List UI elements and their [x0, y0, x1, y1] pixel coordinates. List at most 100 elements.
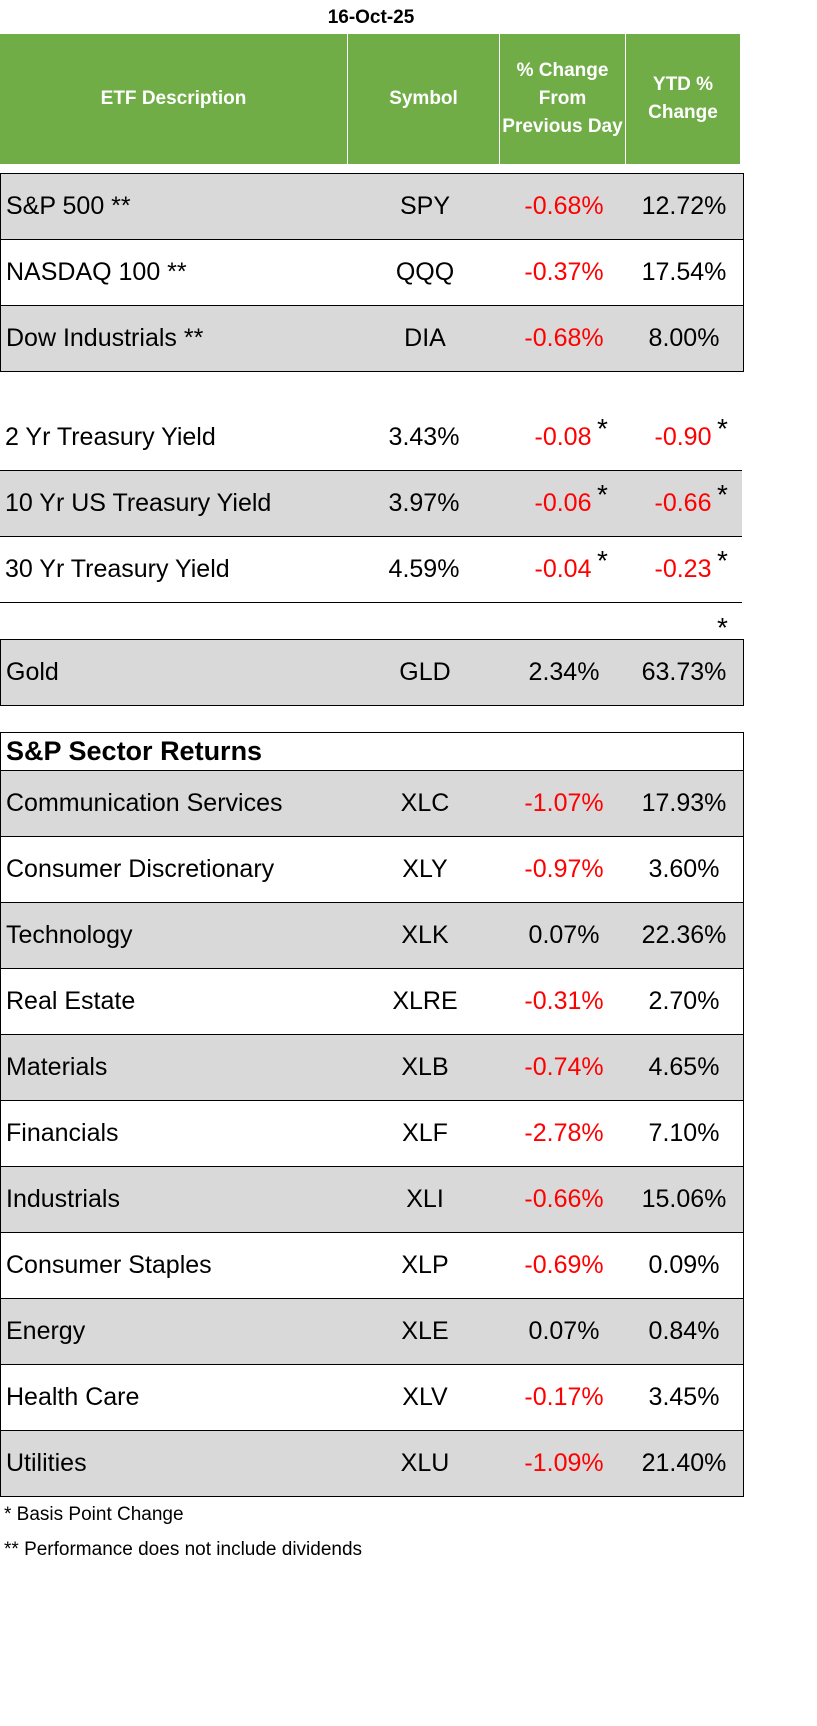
row-change: -0.74% [524, 1053, 604, 1081]
row-change-value: -0.08 [534, 423, 592, 451]
basis-point-marker: * [717, 413, 728, 444]
row-ytd: 0.09% [648, 1251, 720, 1279]
row-ytd: 0.84% [648, 1317, 720, 1345]
row-change: 0.07% [528, 1317, 600, 1345]
row-change: -0.04 * [500, 537, 626, 602]
row-ytd: 8.00% [648, 324, 720, 352]
row-ytd-value: -0.90 [654, 423, 712, 451]
table-row: Gold GLD 2.34% 63.73% [1, 640, 743, 706]
sector-table: S&P Sector Returns Communication Service… [0, 732, 744, 1497]
row-change: -0.68% [524, 192, 604, 220]
row-symbol: XLI [406, 1185, 444, 1213]
row-change: -0.08 * [500, 405, 626, 470]
header-ytd-change: YTD % Change [626, 34, 740, 164]
table-row: Consumer Staples XLP -0.69% 0.09% [1, 1233, 743, 1299]
row-change: -1.09% [524, 1449, 604, 1477]
header-pct-change: % Change From Previous Day [500, 34, 626, 164]
row-ytd: -0.90 * [626, 405, 740, 470]
row-ytd: 63.73% [641, 658, 727, 686]
basis-point-marker: * [597, 413, 608, 444]
table-row: 2 Yr Treasury Yield 3.43% -0.08 * -0.90 * [0, 405, 742, 471]
row-change: -0.37% [524, 258, 604, 286]
row-symbol: XLY [402, 855, 448, 883]
row-description: Dow Industrials ** [6, 324, 204, 352]
header-pct-change-line3: Previous Day [502, 116, 623, 137]
table-row: Consumer Discretionary XLY -0.97% 3.60% [1, 837, 743, 903]
row-change: -0.97% [524, 855, 604, 883]
table-row: Communication Services XLC -1.07% 17.93% [1, 771, 743, 837]
row-description: 2 Yr Treasury Yield [5, 423, 216, 451]
row-description: Consumer Discretionary [6, 855, 275, 883]
row-ytd: 7.10% [648, 1119, 720, 1147]
row-change: -0.69% [524, 1251, 604, 1279]
row-change: -2.78% [524, 1119, 604, 1147]
row-description: Utilities [6, 1449, 87, 1477]
row-symbol: XLB [401, 1053, 449, 1081]
row-ytd: -0.66 * [626, 471, 740, 536]
row-description: Consumer Staples [6, 1251, 212, 1279]
basis-point-marker: * [597, 479, 608, 510]
sector-title: S&P Sector Returns [6, 736, 263, 766]
table-row: Financials XLF -2.78% 7.10% [1, 1101, 743, 1167]
row-description: Communication Services [6, 789, 283, 817]
row-ytd-value: -0.66 [654, 489, 712, 517]
row-ytd: -0.23 * [626, 537, 740, 602]
row-description: NASDAQ 100 ** [6, 258, 187, 286]
footnote-basis-point: * Basis Point Change [4, 1504, 184, 1525]
section-title: S&P Sector Returns [1, 733, 743, 771]
footnote-dividends: ** Performance does not include dividend… [4, 1539, 363, 1560]
row-ytd: 3.60% [648, 855, 720, 883]
row-symbol: 3.97% [388, 489, 460, 517]
basis-point-marker: * [597, 545, 608, 576]
row-change: -1.07% [524, 789, 604, 817]
report-date: 16-Oct-25 [327, 7, 415, 28]
table-row: Energy XLE 0.07% 0.84% [1, 1299, 743, 1365]
row-ytd: 15.06% [641, 1185, 727, 1213]
row-description: Real Estate [6, 987, 136, 1015]
row-ytd: 22.36% [641, 921, 727, 949]
table-row: Dow Industrials ** DIA -0.68% 8.00% [1, 306, 743, 372]
row-ytd: 3.45% [648, 1383, 720, 1411]
row-change: 0.07% [528, 921, 600, 949]
row-description: Industrials [6, 1185, 120, 1213]
row-description: Gold [6, 658, 59, 686]
row-symbol: 4.59% [388, 555, 460, 583]
gold-table: Gold GLD 2.34% 63.73% [0, 639, 744, 706]
row-description: Energy [6, 1317, 86, 1345]
row-symbol: XLF [402, 1119, 448, 1147]
row-symbol: XLP [401, 1251, 449, 1279]
row-symbol: XLRE [392, 987, 458, 1015]
row-ytd: 17.54% [641, 258, 727, 286]
basis-point-marker: * [717, 612, 728, 643]
header-pct-change-line2: From [538, 88, 587, 109]
table-header: ETF Description Symbol % Change From Pre… [0, 33, 740, 164]
header-ytd-line2: Change [648, 102, 718, 123]
row-symbol: XLU [400, 1449, 450, 1477]
row-change: -0.68% [524, 324, 604, 352]
row-symbol: GLD [399, 658, 451, 686]
table-row: 10 Yr US Treasury Yield 3.97% -0.06 * -0.… [0, 471, 742, 537]
row-ytd: 12.72% [641, 192, 727, 220]
row-change: 2.34% [528, 658, 600, 686]
row-ytd-value: -0.23 [654, 555, 712, 583]
basis-point-marker: * [717, 545, 728, 576]
row-ytd: 17.93% [641, 789, 727, 817]
basis-point-marker: * [717, 479, 728, 510]
row-symbol: SPY [399, 192, 451, 220]
row-description: Health Care [6, 1383, 140, 1411]
header-ytd-line1: YTD % [652, 74, 714, 95]
row-change-value: -0.04 [534, 555, 592, 583]
indices-table: S&P 500 ** SPY -0.68% 12.72% NASDAQ 100 … [0, 173, 744, 372]
row-ytd: 21.40% [641, 1449, 727, 1477]
row-change: -0.17% [524, 1383, 604, 1411]
row-symbol: 3.43% [388, 423, 460, 451]
row-description: S&P 500 ** [6, 192, 131, 220]
row-description: Technology [6, 921, 133, 949]
row-symbol: XLC [400, 789, 450, 817]
row-symbol: XLV [402, 1383, 448, 1411]
row-change-value: -0.06 [534, 489, 592, 517]
table-row: Technology XLK 0.07% 22.36% [1, 903, 743, 969]
table-row: S&P 500 ** SPY -0.68% 12.72% [1, 174, 743, 240]
row-description: Materials [6, 1053, 108, 1081]
table-row: 30 Yr Treasury Yield 4.59% -0.04 * -0.23 * [0, 537, 742, 603]
